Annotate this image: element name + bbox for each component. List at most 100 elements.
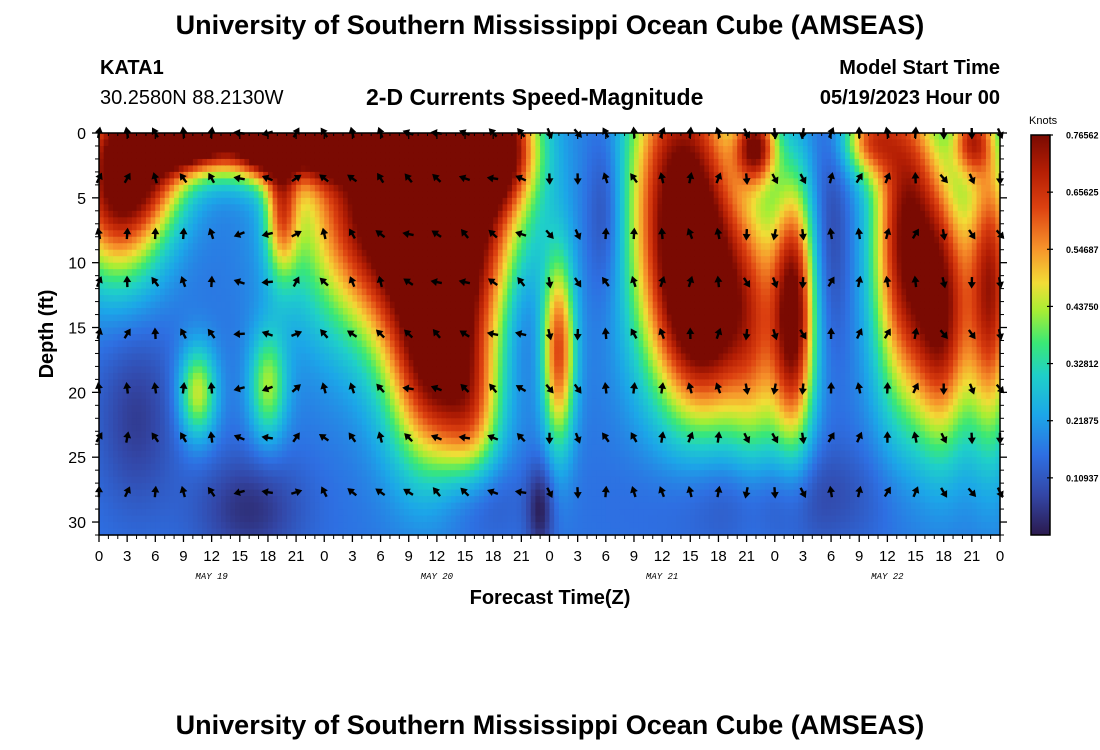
heatmap-cell [239,405,246,413]
heatmap-cell [394,509,400,517]
heatmap-cell [211,372,217,380]
heatmap-cell [108,275,114,283]
heatmap-cell [258,359,264,368]
heatmap-cell [108,191,114,199]
heatmap-cell [282,217,288,225]
heatmap-cell [422,327,429,335]
heatmap-cell [465,243,471,251]
heatmap-cell [183,249,189,257]
heatmap-cell [192,269,199,277]
heatmap-cell [408,398,415,406]
heatmap-cell [319,379,325,387]
heatmap-cell [225,171,231,179]
heatmap-cell [174,230,180,238]
heatmap-cell [352,139,358,147]
heatmap-cell [291,515,297,523]
heatmap-cell [300,372,307,380]
heatmap-cell [117,269,124,277]
heatmap-cell [371,411,377,419]
heatmap-cell [380,515,386,523]
heatmap-cell [267,210,274,218]
heatmap-cell [460,178,466,186]
heatmap-cell [263,392,269,400]
heatmap-cell [211,158,217,167]
heatmap-cell [328,444,335,452]
heatmap-cell [225,489,231,497]
heatmap-cell [113,152,119,160]
heatmap-cell [136,223,142,231]
heatmap-cell [418,405,424,413]
heatmap-cell [408,133,415,141]
heatmap-cell [202,398,208,406]
heatmap-cell [343,321,349,329]
heatmap-cell [286,262,292,270]
heatmap-cell [258,301,264,309]
heatmap-cell [450,496,457,504]
heatmap-cell [404,197,410,205]
heatmap-cell [399,236,405,244]
heatmap-cell [145,243,152,251]
heatmap-cell [314,359,321,368]
heatmap-cell [375,522,382,530]
heatmap-cell [375,450,382,458]
heatmap-cell [282,165,288,173]
heatmap-cell [117,158,124,167]
heatmap-cell [371,398,377,406]
heatmap-cell [235,398,241,406]
heatmap-cell [188,372,194,380]
heatmap-cell [450,197,457,205]
heatmap-cell [328,353,335,361]
heatmap-cell [436,496,443,504]
heatmap-cell [455,223,461,231]
heatmap-cell [211,450,217,458]
heatmap-cell [230,243,236,251]
heatmap-cell [150,243,156,251]
heatmap-cell [117,334,124,342]
heatmap-cell [127,295,133,303]
heatmap-cell [108,372,114,380]
heatmap-cell [145,139,152,147]
heatmap-cell [249,301,255,309]
heatmap-cell [347,204,353,212]
heatmap-cell [263,405,269,413]
heatmap-cell [418,353,424,361]
heatmap-cell [361,321,368,329]
heatmap-cell [206,204,213,212]
heatmap-cell [192,431,199,439]
heatmap-cell [352,483,358,491]
heatmap-cell [389,295,396,303]
heatmap-cell [221,236,227,244]
heatmap-cell [108,346,114,355]
heatmap-cell [206,210,213,218]
heatmap-cell [169,301,175,309]
heatmap-cell [291,197,297,205]
heatmap-cell [136,470,142,478]
heatmap-cell [202,171,208,179]
heatmap-cell [122,269,128,277]
heatmap-cell [263,288,269,296]
heatmap-cell [305,353,311,361]
heatmap-cell [127,178,133,186]
heatmap-cell [267,405,274,413]
heatmap-cell [249,372,255,380]
heatmap-cell [230,314,236,322]
heatmap-cell [235,502,241,510]
heatmap-cell [188,522,194,530]
heatmap-cell [465,444,471,452]
heatmap-cell [131,139,138,147]
heatmap-cell [324,385,330,393]
heatmap-cell [404,139,410,147]
heatmap-cell [183,346,189,355]
heatmap-cell [244,178,250,186]
heatmap-cell [418,191,424,199]
heatmap-cell [192,528,199,536]
heatmap-cell [164,275,170,283]
heatmap-cell [455,269,461,277]
heatmap-cell [469,269,476,277]
heatmap-cell [296,444,302,452]
heatmap-cell [225,379,231,387]
heatmap-cell [314,262,321,270]
heatmap-cell [436,249,443,257]
heatmap-cell [314,184,321,192]
heatmap-cell [319,314,325,322]
